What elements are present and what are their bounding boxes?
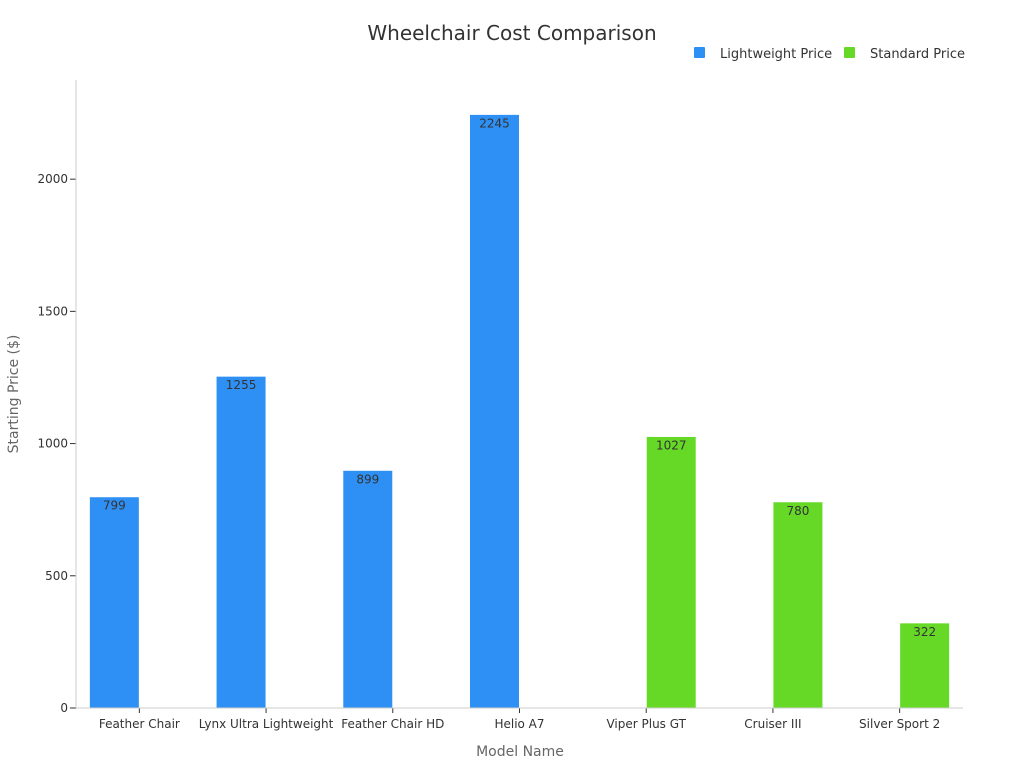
x-tick-label: Viper Plus GT bbox=[606, 717, 686, 731]
x-tick-label: Cruiser III bbox=[744, 717, 801, 731]
x-tick-label: Feather Chair HD bbox=[341, 717, 444, 731]
bar-value-label: 780 bbox=[786, 504, 809, 518]
x-tick-label: Silver Sport 2 bbox=[859, 717, 940, 731]
bar[interactable] bbox=[899, 622, 951, 709]
bar-value-label: 322 bbox=[913, 625, 936, 639]
y-tick-label: 1000 bbox=[37, 437, 68, 451]
x-tick-label: Lynx Ultra Lightweight bbox=[199, 717, 334, 731]
legend-item-lightweight[interactable]: Lightweight Price bbox=[694, 47, 832, 62]
x-tick-label: Feather Chair bbox=[99, 717, 180, 731]
chart-title: Wheelchair Cost Comparison bbox=[367, 21, 656, 45]
legend-label-lightweight: Lightweight Price bbox=[720, 47, 832, 62]
bar[interactable] bbox=[645, 435, 697, 709]
legend-item-standard[interactable]: Standard Price bbox=[844, 47, 965, 62]
y-tick-label: 1500 bbox=[37, 304, 68, 318]
bar[interactable] bbox=[88, 496, 140, 709]
x-tick-label: Helio A7 bbox=[494, 717, 544, 731]
bar[interactable] bbox=[772, 501, 824, 709]
bar[interactable] bbox=[215, 375, 267, 709]
y-axis-ticks: 0 500 1000 1500 2000 bbox=[37, 172, 76, 715]
bar-value-label: 899 bbox=[356, 472, 379, 486]
y-axis-title: Starting Price ($) bbox=[6, 335, 22, 454]
y-tick-label: 2000 bbox=[37, 172, 68, 186]
bar-value-label: 2245 bbox=[479, 116, 510, 130]
legend-swatch-standard bbox=[844, 47, 855, 58]
y-tick-label: 0 bbox=[60, 701, 68, 715]
bar-value-label: 1027 bbox=[656, 438, 687, 452]
bar-value-label: 1255 bbox=[226, 378, 257, 392]
legend: Lightweight Price Standard Price bbox=[694, 47, 965, 62]
y-tick-label: 500 bbox=[45, 569, 68, 583]
bar-value-label: 799 bbox=[103, 499, 126, 513]
bar[interactable] bbox=[469, 113, 520, 709]
legend-swatch-lightweight bbox=[694, 47, 705, 58]
x-axis-title: Model Name bbox=[476, 744, 564, 760]
bars-group: 799 1255 899 2245 1027 780 322 bbox=[88, 113, 951, 709]
bar[interactable] bbox=[342, 469, 394, 709]
legend-label-standard: Standard Price bbox=[870, 47, 965, 62]
x-axis-ticks: Feather Chair Lynx Ultra Lightweight Feath… bbox=[99, 708, 940, 731]
